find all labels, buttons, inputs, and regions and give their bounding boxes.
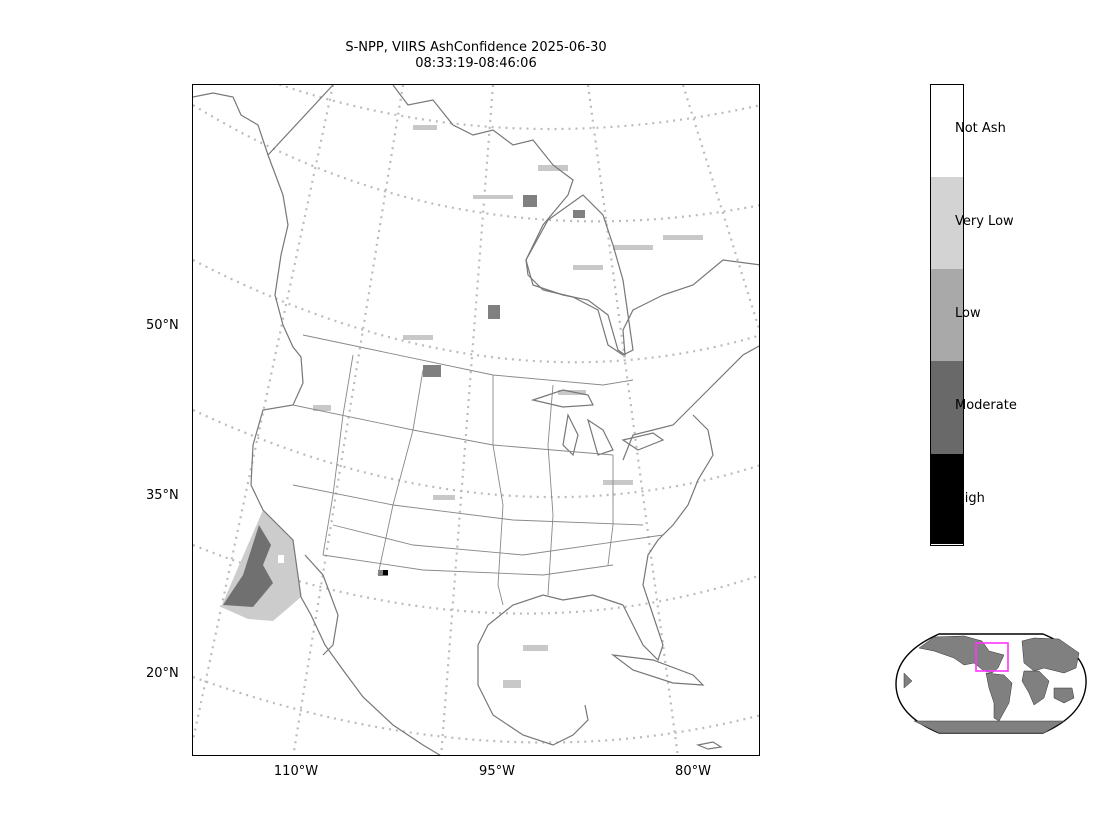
ash-pixels	[221, 125, 703, 688]
inset-canvas	[895, 633, 1087, 734]
colorbar-segment-very-low	[931, 177, 963, 269]
title-line-1: S-NPP, VIIRS AshConfidence 2025-06-30	[345, 40, 607, 55]
borders	[292, 334, 664, 606]
colorbar-label-not-ash: Not Ash	[955, 121, 1006, 136]
inset-world-map	[894, 633, 1088, 735]
lat-tick-50: 50°N	[146, 318, 179, 333]
map-canvas	[193, 85, 759, 755]
longitude-gridlines	[193, 85, 759, 755]
title-line-2: 08:33:19-08:46:06	[415, 56, 537, 71]
main-map[interactable]	[192, 84, 760, 756]
colorbar	[930, 84, 964, 546]
colorbar-segment-moderate	[931, 361, 963, 454]
colorbar-segment-not-ash	[931, 85, 963, 177]
lon-tick-110w: 110°W	[273, 764, 319, 779]
colorbar-label-low: Low	[955, 306, 981, 321]
lat-tick-20: 20°N	[146, 666, 179, 681]
latitude-gridlines	[193, 85, 759, 744]
colorbar-label-moderate: Moderate	[955, 398, 1017, 413]
lon-tick-95w: 95°W	[479, 764, 515, 779]
colorbar-label-high: High	[955, 491, 985, 506]
coastlines	[193, 85, 759, 755]
colorbar-segment-high	[931, 454, 963, 544]
map-title: S-NPP, VIIRS AshConfidence 2025-06-30 08…	[276, 40, 676, 72]
inset-extent-box	[975, 642, 1009, 672]
colorbar-segment-low	[931, 269, 963, 361]
lon-tick-80w: 80°W	[675, 764, 711, 779]
inset-land	[903, 635, 1080, 734]
lat-tick-35: 35°N	[146, 488, 179, 503]
colorbar-label-very-low: Very Low	[955, 214, 1014, 229]
